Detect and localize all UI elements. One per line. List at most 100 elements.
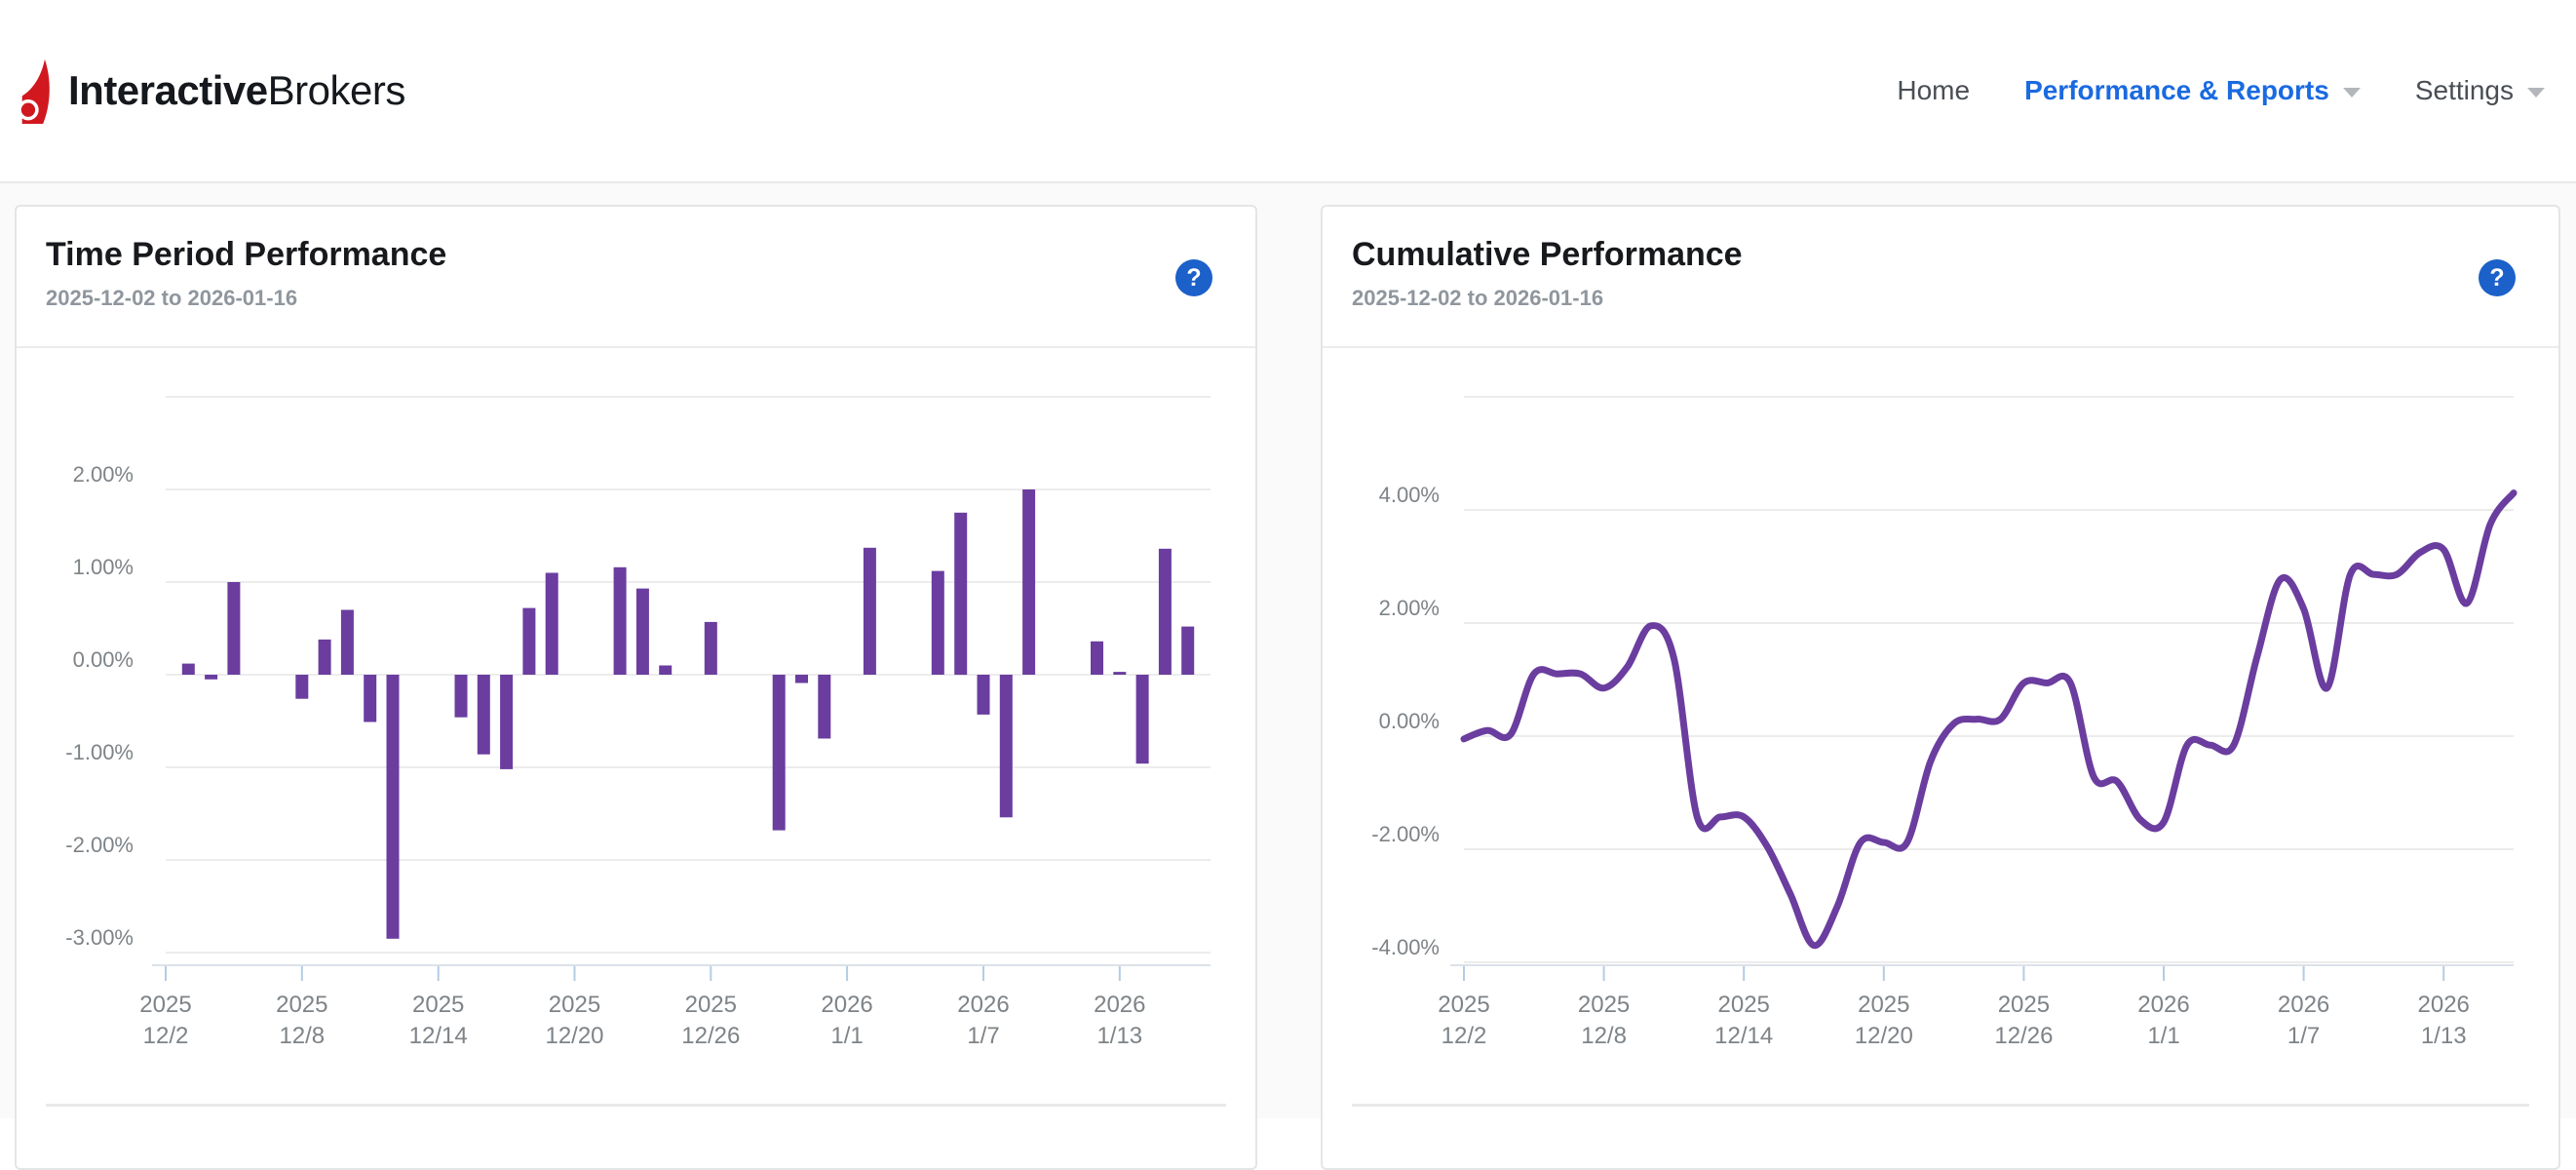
logo-wordmark: InteractiveBrokers [68,67,405,114]
main-content: Time Period Performance 2025-12-02 to 20… [0,183,2576,1170]
x-axis-label-year: 2025 [1858,992,1909,1018]
top-header: InteractiveBrokers Home Performance & Re… [0,0,2576,183]
x-axis-label-year: 2026 [1094,992,1145,1018]
daily-return-bar [181,663,195,675]
daily-return-bar [1181,626,1195,675]
interactive-brokers-logo[interactable]: InteractiveBrokers [16,58,405,124]
daily-return-bar [999,675,1013,818]
daily-return-bar [205,675,218,680]
nav-item-settings[interactable]: Settings [2415,75,2545,106]
ib-brand-mark-icon [18,58,50,124]
x-axis-label-date: 1/13 [2421,1023,2467,1049]
daily-return-bar [772,675,786,831]
daily-return-bar [863,547,876,675]
x-axis-label-date: 12/20 [545,1023,603,1049]
help-button[interactable]: ? [2479,259,2516,296]
x-axis-label-year: 2025 [1438,992,1489,1018]
x-axis-label-year: 2026 [957,992,1009,1018]
daily-return-bar [977,675,990,715]
x-axis-label-date: 1/1 [2147,1023,2179,1049]
nav-home-label: Home [1897,75,1971,105]
daily-return-bar [613,566,627,675]
daily-return-bar [635,588,649,675]
card-header: Cumulative Performance 2025-12-02 to 202… [1323,207,2558,348]
page-title-time-period-performance: Time Period Performance [46,236,447,273]
y-axis-label: -3.00% [65,925,134,950]
logo-text-bold: Interactive [68,67,268,113]
daily-return-bar [522,607,536,675]
daily-return-bar [340,609,354,675]
nav-performance-reports-label: Performance & Reports [2024,75,2329,105]
y-axis-label: 2.00% [1379,596,1440,620]
daily-return-bar [1022,489,1036,675]
daily-return-bar [227,582,241,675]
main-nav: Home Performance & Reports Settings [1842,75,2545,106]
question-mark-icon: ? [2489,263,2505,292]
x-axis-label-year: 2025 [1998,992,2050,1018]
time-period-performance-bar-chart: 2.00% 1.00% 0.00% -1.00% -2.00% -3.00% 2025 12/… [65,396,1211,1049]
x-axis-label-date: 1/13 [1096,1023,1142,1049]
y-axis-label: 2.00% [73,462,134,487]
daily-return-bar [477,675,490,755]
x-axis-label-year: 2025 [412,992,464,1018]
x-axis-label-year: 2026 [2137,992,2189,1018]
x-axis-label-date: 12/20 [1855,1023,1913,1049]
x-axis-label-date: 12/8 [1581,1023,1627,1049]
x-axis-label-date: 12/14 [409,1023,468,1049]
help-button[interactable]: ? [1175,259,1212,296]
daily-return-bar [318,639,331,675]
y-axis-label: 0.00% [73,647,134,672]
x-axis-label-year: 2026 [2418,992,2470,1018]
time-period-performance-card: Time Period Performance 2025-12-02 to 20… [15,205,1257,1170]
y-axis-label: 0.00% [1379,709,1440,733]
cumulative-performance-card: Cumulative Performance 2025-12-02 to 202… [1321,205,2560,1170]
logo-text-regular: Brokers [267,67,406,113]
daily-return-bar [364,675,377,722]
nav-item-performance-reports[interactable]: Performance & Reports [2024,75,2361,106]
daily-return-bar [500,675,514,769]
daily-return-bar [795,675,808,683]
x-axis-label-date: 1/7 [967,1023,999,1049]
x-axis-label-date: 12/26 [1994,1023,2053,1049]
y-axis-label: 1.00% [73,555,134,579]
daily-return-bar [704,621,717,675]
x-axis-label-year: 2025 [1578,992,1630,1018]
daily-return-bar [659,665,673,675]
daily-return-bar [954,512,968,676]
y-axis-label: -1.00% [65,740,134,764]
y-axis-label: -4.00% [1371,935,1440,959]
x-axis-label-date: 1/7 [2288,1023,2320,1049]
cumulative-return-line [1460,489,2518,950]
y-axis-label: -2.00% [65,833,134,857]
x-axis-label-year: 2025 [549,992,600,1018]
daily-return-bar [818,675,831,739]
y-axis-label: -2.00% [1371,822,1440,846]
x-axis-label-year: 2025 [276,992,327,1018]
daily-return-bar [931,570,944,675]
x-axis-label-year: 2025 [139,992,191,1018]
daily-return-bar [295,675,309,699]
x-axis-label-date: 12/8 [279,1023,325,1049]
x-axis-label-year: 2025 [1718,992,1770,1018]
chevron-down-icon [2342,88,2361,98]
daily-return-bar [454,675,468,718]
daily-return-bar [545,572,558,675]
x-axis-label-date: 12/2 [1442,1023,1487,1049]
nav-settings-label: Settings [2414,75,2514,105]
daily-return-bar [1135,675,1149,764]
x-axis-label-year: 2025 [685,992,737,1018]
x-axis-label-date: 12/14 [1714,1023,1773,1049]
chevron-down-icon [2527,88,2545,98]
daily-return-bar [1113,672,1127,675]
date-range-subtitle: 2025-12-02 to 2026-01-16 [46,286,298,310]
nav-item-home[interactable]: Home [1897,75,1970,106]
x-axis-label-year: 2026 [821,992,872,1018]
y-axis-label: 4.00% [1379,483,1440,507]
x-axis-label-date: 12/26 [681,1023,740,1049]
question-mark-icon: ? [1186,263,1202,292]
x-axis-label-year: 2026 [2278,992,2329,1018]
x-axis-label-date: 12/2 [143,1023,189,1049]
daily-return-bar [1158,548,1172,675]
card-bottom-divider [1352,1104,2529,1107]
daily-return-bar [1091,641,1103,675]
